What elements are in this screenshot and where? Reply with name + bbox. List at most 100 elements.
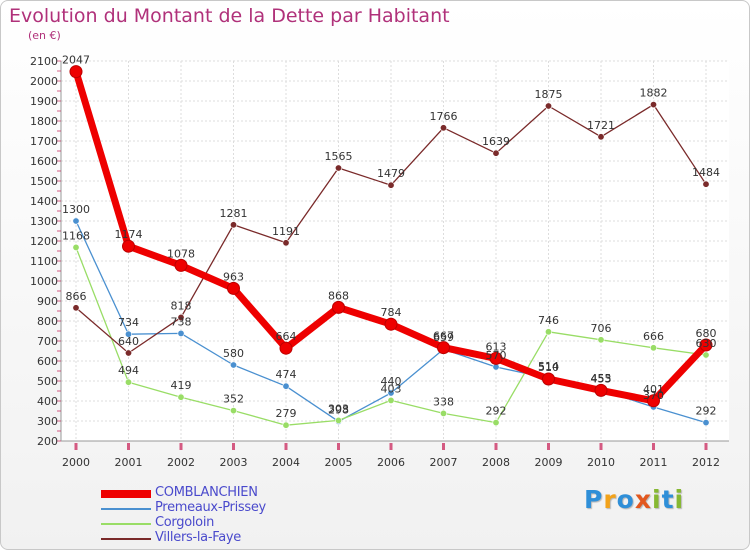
brand-letter: x	[634, 485, 652, 514]
data-point-comblanchien	[227, 281, 240, 295]
data-label-premeaux-prissey: 1300	[62, 203, 90, 216]
data-point-comblanchien	[489, 351, 503, 365]
data-point-villers-la-faye	[334, 164, 342, 172]
data-label-premeaux-prissey: 440	[381, 375, 402, 388]
series-layer	[69, 65, 713, 429]
legend-swatch	[101, 508, 151, 510]
legend-item: Premeaux-Prissey	[101, 500, 401, 516]
data-point-comblanchien	[332, 300, 345, 314]
y-tick-label: 2000	[30, 75, 58, 88]
data-point-villers-la-faye	[597, 133, 605, 141]
y-tick-label: 1000	[30, 275, 58, 288]
chart-grid	[61, 60, 729, 442]
data-label-comblanchien: 453	[591, 372, 612, 385]
data-label-comblanchien: 784	[381, 306, 402, 319]
legend-label: Corgoloin	[155, 515, 215, 530]
legend-item: COMBLANCHIEN	[101, 485, 401, 501]
legend-swatch	[101, 538, 151, 540]
data-point-villers-la-faye	[544, 102, 552, 110]
data-labels-layer: 1300 734 738 580 474 298 440 659 570 514 455 370 292…	[62, 54, 720, 421]
plot-area	[61, 61, 729, 441]
x-tick-label: 2003	[220, 456, 248, 469]
data-point-comblanchien	[437, 341, 450, 355]
data-point-villers-la-faye	[649, 101, 657, 109]
x-tick-label: 2012	[692, 456, 720, 469]
data-point-comblanchien	[122, 239, 135, 253]
data-label-premeaux-prissey: 570	[486, 349, 507, 362]
y-tick-label: 200	[37, 435, 58, 448]
y-tick-label: 300	[37, 415, 58, 428]
data-point-comblanchien	[594, 383, 608, 397]
data-label-comblanchien: 667	[433, 330, 454, 343]
data-label-corgoloin: 666	[643, 330, 664, 343]
data-point-corgoloin	[125, 378, 133, 386]
data-label-corgoloin: 630	[696, 337, 717, 350]
data-point-premeaux-prissey	[72, 217, 80, 225]
y-tick-label: 1100	[30, 255, 58, 268]
legend-swatch	[101, 523, 151, 525]
brand-letter: t	[661, 485, 675, 514]
data-label-villers-la-faye: 1479	[377, 167, 405, 180]
data-point-comblanchien	[542, 372, 555, 386]
chart-legend: COMBLANCHIEN Premeaux-Prissey Corgoloin Vil…	[101, 485, 401, 546]
data-label-premeaux-prissey: 514	[538, 360, 559, 373]
data-point-corgoloin	[597, 336, 605, 344]
x-tick-label: 2002	[167, 456, 195, 469]
data-point-corgoloin	[649, 344, 657, 352]
brand-letter: i	[674, 485, 685, 514]
y-tick-label: 400	[37, 395, 58, 408]
data-label-premeaux-prissey: 580	[223, 347, 244, 360]
series-corgoloin	[72, 243, 710, 429]
data-label-corgoloin: 1168	[62, 229, 90, 242]
series-villers-la-faye	[72, 101, 710, 357]
data-label-corgoloin: 403	[381, 382, 402, 395]
data-label-comblanchien: 1078	[167, 247, 195, 260]
x-tick-label: 2001	[115, 456, 143, 469]
data-label-comblanchien: 680	[696, 327, 717, 340]
data-label-villers-la-faye: 1639	[482, 135, 510, 148]
data-label-premeaux-prissey: 298	[328, 403, 349, 416]
data-point-villers-la-faye	[439, 124, 447, 132]
data-label-premeaux-prissey: 734	[118, 316, 139, 329]
data-label-corgoloin: 352	[223, 393, 244, 406]
x-tick-label: 2007	[430, 456, 458, 469]
y-tick-label: 1800	[30, 115, 58, 128]
data-point-corgoloin	[544, 328, 552, 336]
data-point-comblanchien	[647, 394, 660, 408]
legend-label: COMBLANCHIEN	[155, 485, 258, 500]
data-label-villers-la-faye: 1281	[220, 207, 248, 220]
y-tick-label: 1700	[30, 135, 58, 148]
data-label-comblanchien: 1174	[115, 228, 143, 241]
data-label-corgoloin: 279	[276, 407, 297, 420]
data-point-villers-la-faye	[230, 221, 238, 229]
data-point-corgoloin	[177, 393, 185, 401]
brand-letter: i	[652, 485, 662, 514]
data-point-comblanchien	[384, 317, 398, 331]
data-label-corgoloin: 746	[538, 314, 559, 327]
data-point-villers-la-faye	[282, 239, 290, 247]
data-point-corgoloin	[230, 407, 238, 415]
x-tick-label: 2011	[640, 456, 668, 469]
y-tick-label: 900	[37, 295, 58, 308]
data-label-villers-la-faye: 1721	[587, 119, 615, 132]
data-label-premeaux-prissey: 474	[276, 368, 297, 381]
data-label-villers-la-faye: 1766	[430, 110, 458, 123]
data-point-villers-la-faye	[72, 304, 80, 312]
x-tick-label: 2004	[272, 456, 300, 469]
y-tick-label: 2100	[30, 55, 58, 68]
data-label-comblanchien: 401	[643, 383, 664, 396]
data-label-comblanchien: 2047	[62, 54, 90, 67]
data-label-comblanchien: 963	[223, 270, 244, 283]
data-label-comblanchien: 868	[328, 289, 349, 302]
data-point-comblanchien	[69, 65, 83, 79]
y-tick-label: 600	[37, 355, 58, 368]
y-tick-label: 1200	[30, 235, 58, 248]
data-label-villers-la-faye: 1565	[325, 150, 353, 163]
legend-item: Villers-la-Faye	[101, 530, 401, 546]
y-tick-label: 1500	[30, 175, 58, 188]
data-point-villers-la-faye	[177, 313, 185, 321]
data-point-villers-la-faye	[702, 180, 710, 188]
data-point-comblanchien	[174, 258, 188, 272]
data-point-comblanchien	[279, 341, 293, 355]
data-point-premeaux-prissey	[282, 382, 290, 390]
